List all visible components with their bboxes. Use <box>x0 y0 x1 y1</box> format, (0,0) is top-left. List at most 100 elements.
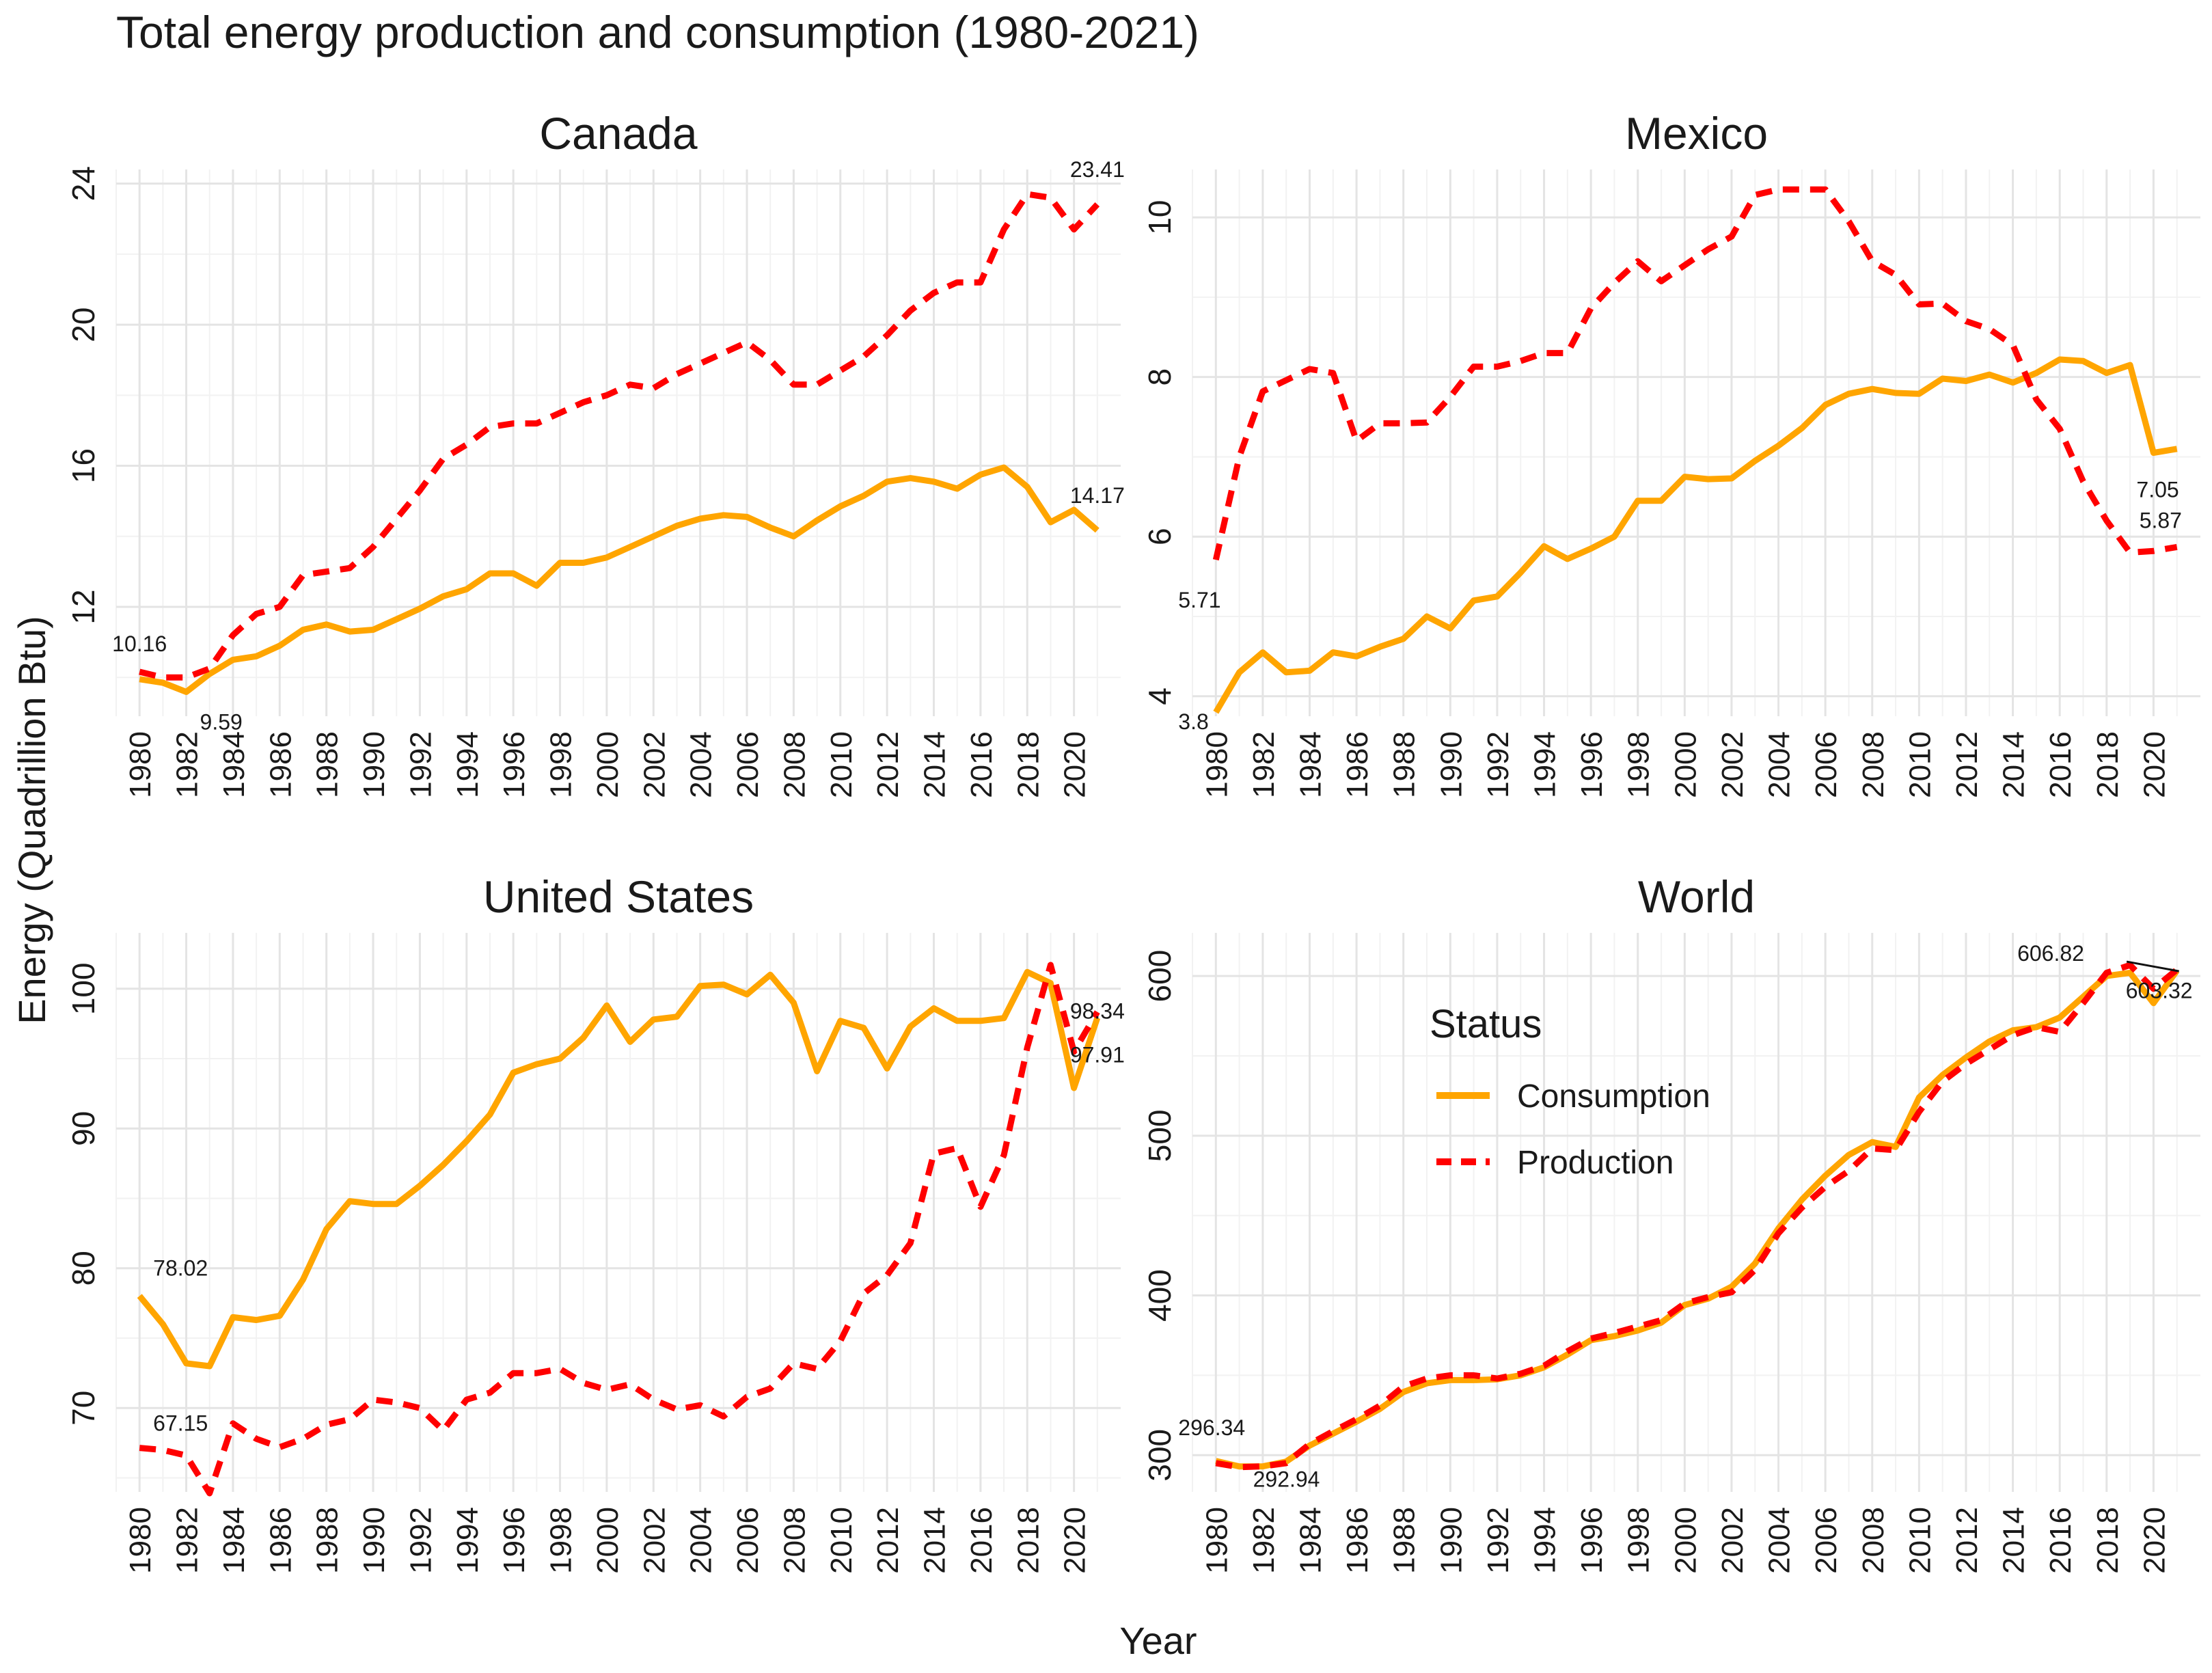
x-tick-label: 1984 <box>1294 731 1328 798</box>
x-tick-label: 1982 <box>1247 731 1281 798</box>
x-tick-label: 2018 <box>2091 731 2125 798</box>
x-tick-label: 2006 <box>1810 731 1843 798</box>
x-tick-label: 1994 <box>1529 731 1562 798</box>
x-tick-label: 2008 <box>778 731 811 798</box>
data-label: 296.34 <box>1178 1415 1245 1440</box>
y-tick-label: 600 <box>1142 950 1177 1003</box>
legend-title: Status <box>1430 1002 1542 1046</box>
x-tick-label: 1996 <box>1575 1507 1609 1574</box>
series-production-world <box>1215 962 2179 1471</box>
x-tick-label: 1984 <box>217 1507 251 1574</box>
x-tick-label: 2012 <box>871 1507 905 1574</box>
x-tick-label: 1988 <box>311 731 344 798</box>
x-tick-label: 2010 <box>825 731 858 798</box>
y-tick-label: 400 <box>1142 1269 1177 1322</box>
panel-title-united-states: United States <box>483 871 754 922</box>
x-tick-label: 2010 <box>1903 1507 1937 1574</box>
x-tick-label: 2012 <box>871 731 905 798</box>
y-tick-label: 24 <box>66 166 101 201</box>
x-tick-label: 1982 <box>1247 1507 1281 1574</box>
x-tick-label: 2014 <box>918 1507 952 1574</box>
x-tick-label: 2020 <box>2138 731 2171 798</box>
x-tick-label: 2016 <box>965 731 998 798</box>
x-tick-label: 2002 <box>1716 1507 1749 1574</box>
x-tick-label: 1990 <box>1434 731 1468 798</box>
panel-united-states: United States 70 80 90 100 1980 1982 1984 1986 19… <box>66 871 1125 1574</box>
x-tick-label: 2016 <box>965 1507 998 1574</box>
x-tick-label: 1986 <box>264 731 297 798</box>
x-tick-label: 1988 <box>1388 731 1421 798</box>
x-tick-label: 1988 <box>311 1507 344 1574</box>
panel-title-canada: Canada <box>539 108 697 159</box>
x-tick-label: 2006 <box>1810 1507 1843 1574</box>
series-consumption-united-states <box>137 968 1101 1370</box>
x-tick-label: 2012 <box>1950 1507 1984 1574</box>
series-production-mexico <box>1212 186 2178 561</box>
x-tick-label: 1994 <box>451 731 484 798</box>
y-tick-label: 20 <box>66 308 101 342</box>
data-label: 78.02 <box>153 1255 208 1280</box>
y-tick-label: 16 <box>66 448 101 483</box>
data-label: 9.59 <box>200 709 243 734</box>
x-tick-label: 2010 <box>825 1507 858 1574</box>
y-tick-label: 12 <box>66 589 101 624</box>
x-tick-label: 1990 <box>1434 1507 1468 1574</box>
x-tick-label: 2014 <box>1997 1507 2031 1574</box>
x-tick-label: 1982 <box>171 731 204 798</box>
y-tick-label: 70 <box>66 1391 101 1426</box>
figure-title: Total energy production and consumption … <box>116 7 1199 57</box>
x-tick-label: 1984 <box>217 731 251 798</box>
x-tick-label: 1980 <box>124 731 157 798</box>
x-tick-label: 1992 <box>1482 731 1515 798</box>
x-tick-label: 1994 <box>451 1507 484 1574</box>
x-tick-label: 2010 <box>1903 731 1937 798</box>
panel-canada: Canada 12 16 20 24 1980 1982 1984 1986 1988 1990 19… <box>66 108 1125 798</box>
x-tick-label: 2008 <box>778 1507 811 1574</box>
panel-title-mexico: Mexico <box>1625 108 1768 159</box>
data-label: 98.34 <box>1070 999 1125 1024</box>
x-tick-label: 1980 <box>124 1507 157 1574</box>
y-tick-label: 500 <box>1142 1109 1177 1162</box>
data-label: 603.32 <box>2126 978 2193 1003</box>
data-label: 5.71 <box>1178 588 1220 612</box>
x-tick-label: 2006 <box>731 1507 765 1574</box>
legend-label-consumption: Consumption <box>1517 1078 1710 1115</box>
x-tick-label: 1982 <box>171 1507 204 1574</box>
x-tick-label: 1990 <box>357 1507 391 1574</box>
data-label: 14.17 <box>1070 483 1125 508</box>
series-consumption-mexico <box>1213 356 2178 714</box>
panel-background <box>1192 933 2200 1492</box>
data-label: 97.91 <box>1070 1043 1125 1067</box>
x-tick-label: 2020 <box>2138 1507 2171 1574</box>
y-tick-label: 4 <box>1142 688 1177 705</box>
x-tick-label: 2014 <box>918 731 952 798</box>
x-tick-label: 2020 <box>1059 731 1092 798</box>
x-tick-label: 1980 <box>1200 1507 1233 1574</box>
x-tick-label: 2006 <box>731 731 765 798</box>
x-tick-label: 2002 <box>1716 731 1749 798</box>
x-tick-label: 2004 <box>1763 1507 1797 1574</box>
x-tick-label: 2018 <box>1011 1507 1045 1574</box>
y-tick-label: 300 <box>1142 1429 1177 1482</box>
data-label: 23.41 <box>1070 157 1125 182</box>
x-tick-label: 1992 <box>1482 1507 1515 1574</box>
data-label: 7.05 <box>2136 478 2179 502</box>
series-consumption-canada <box>139 464 1100 695</box>
x-tick-label: 2004 <box>685 731 718 798</box>
data-label: 10.16 <box>112 631 167 656</box>
x-tick-label: 1998 <box>1622 731 1656 798</box>
x-tick-label: 1998 <box>1622 1507 1656 1574</box>
x-tick-label: 2008 <box>1857 731 1890 798</box>
x-tick-label: 2004 <box>1763 731 1797 798</box>
y-tick-label: 90 <box>66 1111 101 1146</box>
x-tick-label: 2000 <box>591 731 625 798</box>
x-tick-label: 2018 <box>1011 731 1045 798</box>
x-tick-label: 2002 <box>638 731 671 798</box>
x-tick-label: 1998 <box>545 731 578 798</box>
x-tick-label: 2000 <box>591 1507 625 1574</box>
series-production-united-states <box>139 962 1100 1497</box>
panel-background <box>1192 169 2200 716</box>
data-label: 67.15 <box>153 1411 208 1436</box>
data-label: 5.87 <box>2140 508 2182 532</box>
x-tick-label: 1980 <box>1200 731 1233 798</box>
